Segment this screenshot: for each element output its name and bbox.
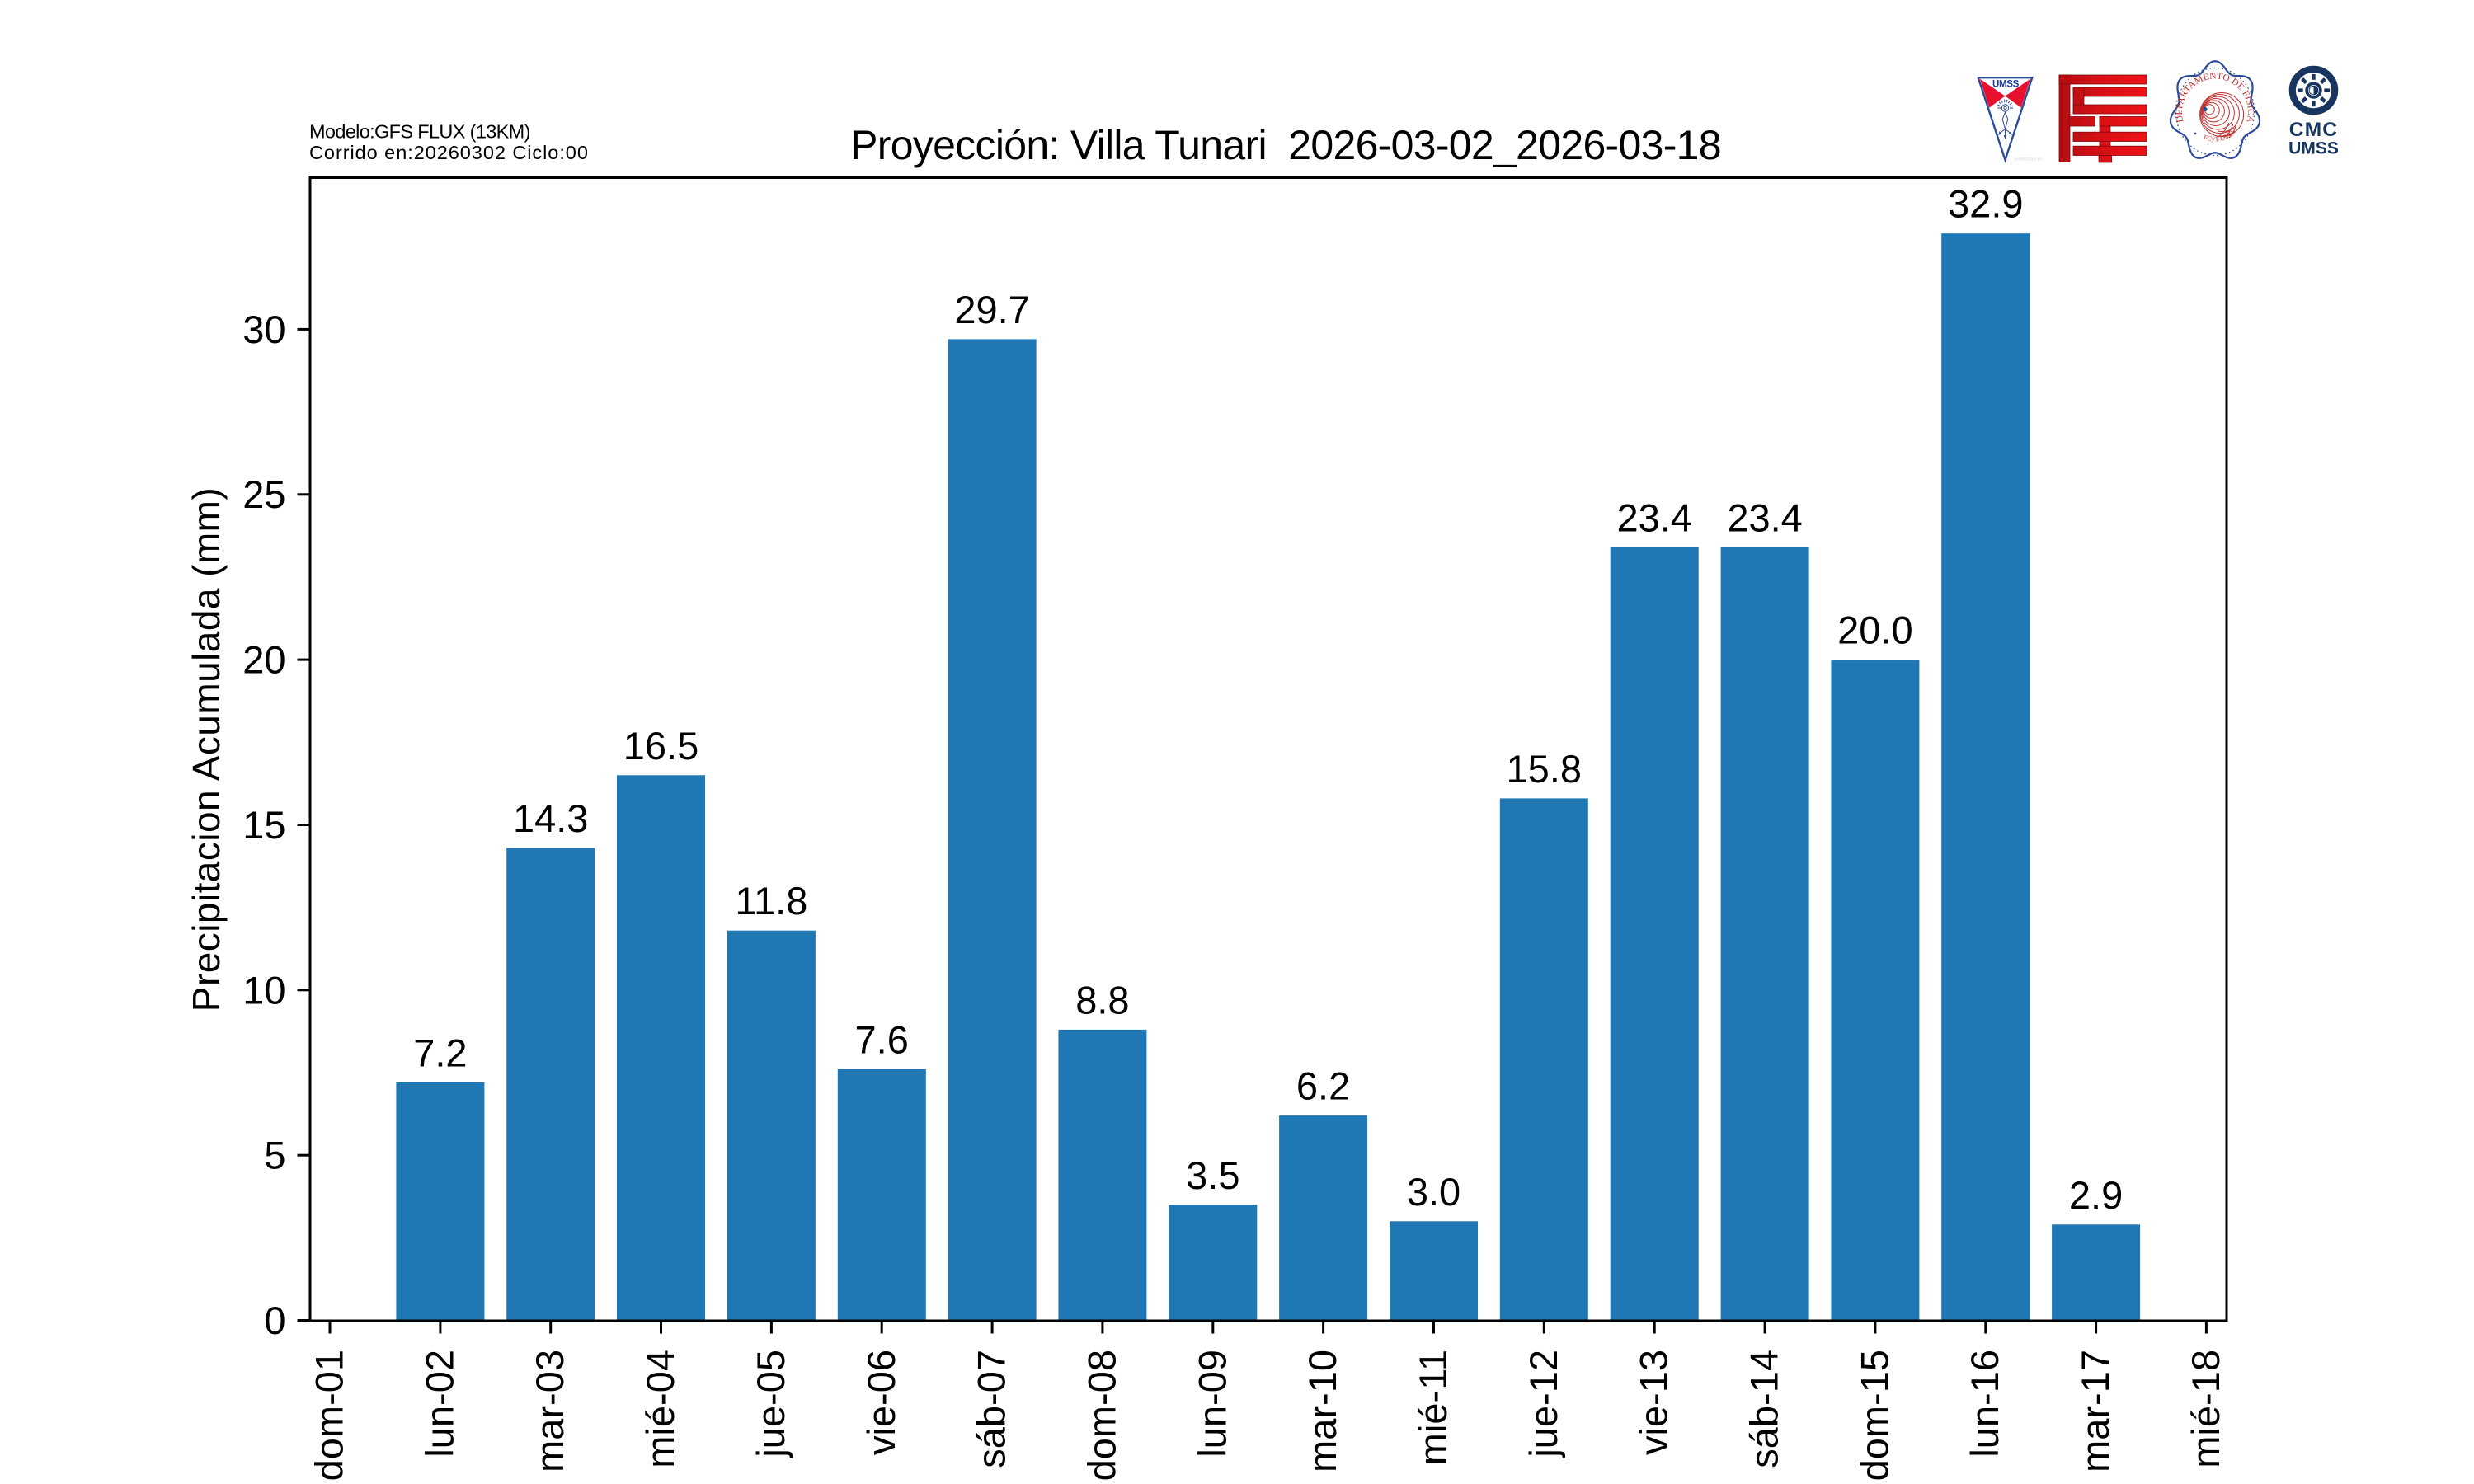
- svg-text:lun-16: lun-16: [1963, 1350, 2006, 1458]
- svg-text:predictiva.com: predictiva.com: [2015, 157, 2042, 162]
- svg-text:vie-06: vie-06: [859, 1350, 903, 1455]
- svg-text:10: 10: [242, 968, 285, 1012]
- svg-text:30: 30: [242, 308, 285, 351]
- svg-text:lun-02: lun-02: [417, 1350, 461, 1458]
- svg-text:8.8: 8.8: [1075, 978, 1129, 1021]
- svg-text:20.0: 20.0: [1837, 608, 1912, 652]
- svg-text:Modelo:GFS FLUX (13KM): Modelo:GFS FLUX (13KM): [309, 121, 530, 143]
- svg-text:sáb-14: sáb-14: [1743, 1350, 1786, 1468]
- svg-text:3.5: 3.5: [1186, 1153, 1239, 1197]
- svg-text:7.2: 7.2: [413, 1031, 467, 1075]
- svg-text:lun-09: lun-09: [1190, 1350, 1234, 1458]
- svg-text:20: 20: [242, 638, 285, 682]
- svg-text:mié-04: mié-04: [638, 1350, 682, 1468]
- svg-text:Precipitacion Acumulada (mm): Precipitacion Acumulada (mm): [185, 487, 228, 1012]
- svg-text:Proyección: Villa Tunari 2026: Proyección: Villa Tunari 2026-03-02_2026…: [850, 122, 1721, 168]
- svg-text:mié-11: mié-11: [1411, 1350, 1455, 1465]
- svg-text:23.4: 23.4: [1727, 495, 1802, 539]
- svg-text:jue-05: jue-05: [749, 1350, 793, 1459]
- svg-text:25: 25: [242, 472, 285, 516]
- svg-text:mié-18: mié-18: [2184, 1350, 2227, 1468]
- svg-text:dom-15: dom-15: [1852, 1350, 1896, 1481]
- svg-text:dom-08: dom-08: [1079, 1350, 1123, 1481]
- svg-text:16.5: 16.5: [623, 724, 698, 768]
- svg-text:mar-10: mar-10: [1300, 1350, 1344, 1472]
- svg-text:2.9: 2.9: [2069, 1173, 2123, 1217]
- svg-text:23.4: 23.4: [1616, 495, 1691, 539]
- svg-text:Corrido en:20260302 Ciclo:00: Corrido en:20260302 Ciclo:00: [309, 142, 589, 163]
- svg-text:15.8: 15.8: [1507, 747, 1582, 791]
- svg-text:7.6: 7.6: [855, 1018, 909, 1062]
- svg-text:sáb-07: sáb-07: [970, 1350, 1014, 1468]
- svg-text:11.8: 11.8: [735, 879, 807, 923]
- svg-text:dom-01: dom-01: [308, 1350, 351, 1481]
- svg-text:14.3: 14.3: [513, 796, 588, 840]
- svg-text:29.7: 29.7: [954, 288, 1029, 331]
- svg-text:0: 0: [264, 1298, 285, 1342]
- svg-text:3.0: 3.0: [1407, 1170, 1460, 1214]
- svg-text:15: 15: [242, 803, 285, 847]
- svg-text:UMSS: UMSS: [2288, 139, 2339, 158]
- svg-text:6.2: 6.2: [1296, 1064, 1350, 1108]
- svg-text:mar-03: mar-03: [528, 1350, 571, 1472]
- svg-text:jue-12: jue-12: [1522, 1350, 1565, 1459]
- svg-text:vie-13: vie-13: [1632, 1350, 1676, 1455]
- svg-text:UMSS: UMSS: [1992, 79, 2020, 90]
- svg-text:mar-17: mar-17: [2073, 1350, 2117, 1472]
- svg-text:5: 5: [264, 1134, 285, 1177]
- svg-text:CMC: CMC: [2289, 119, 2338, 141]
- svg-text:32.9: 32.9: [1948, 182, 2023, 226]
